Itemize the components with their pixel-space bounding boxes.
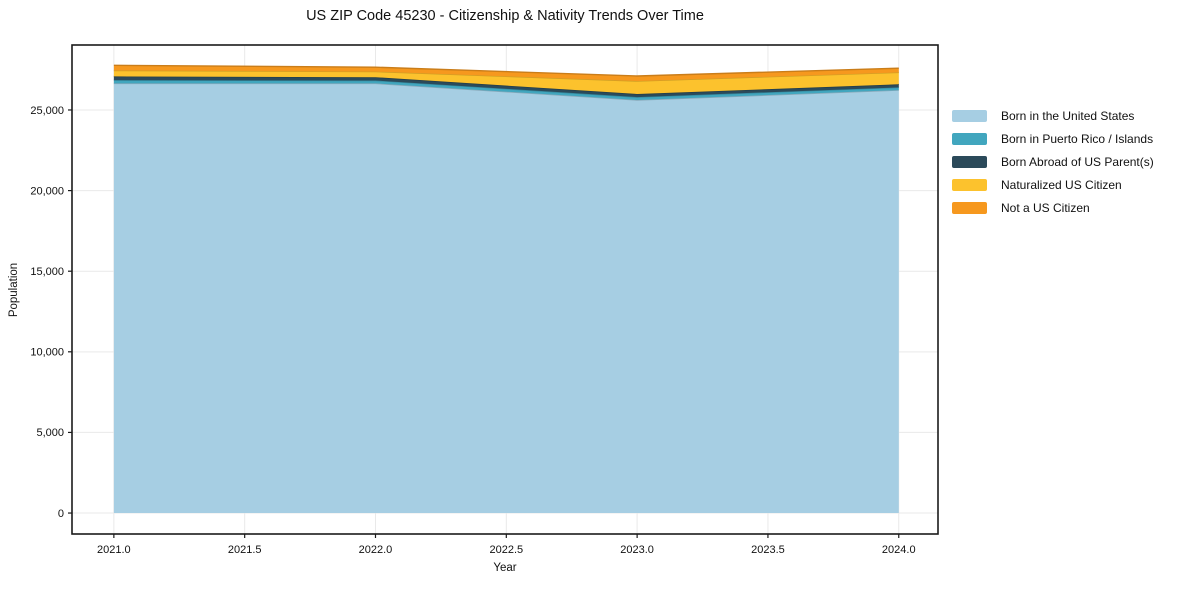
y-tick-label: 20,000 [30,185,64,197]
x-tick-label: 2022.5 [489,544,523,556]
x-tick-label: 2021.5 [228,544,262,556]
area-series-4 [113,65,899,82]
legend-label: Born in Puerto Rico / Islands [1001,131,1154,146]
area-series-3 [113,70,899,94]
legend-swatch-icon [952,201,987,214]
legend-label: Born Abroad of US Parent(s) [1001,154,1154,169]
legend-swatch-icon [952,155,987,168]
legend-swatch-icon [952,132,987,145]
legend-label: Naturalized US Citizen [1001,177,1122,192]
y-tick-label: 10,000 [30,347,64,359]
x-tick-label: 2024.0 [882,544,916,556]
legend-swatch-icon [952,178,987,191]
y-tick-label: 15,000 [30,266,64,278]
legend-item: Born in Puerto Rico / Islands [952,127,1154,150]
x-tick-label: 2021.0 [97,544,131,556]
area-edge-1 [113,79,899,98]
legend-item: Not a US Citizen [952,196,1154,219]
y-axis-label: Population [8,262,20,318]
legend-swatch-icon [952,109,987,122]
area-series-0 [113,83,899,514]
legend-item: Born Abroad of US Parent(s) [952,150,1154,173]
x-tick-label: 2023.0 [620,544,654,556]
x-tick-label: 2022.0 [359,544,393,556]
area-edge-4 [113,64,899,77]
x-axis-label: Year [493,562,517,574]
y-tick-label: 5,000 [36,427,64,439]
legend: Born in the United States Born in Puerto … [952,104,1154,219]
legend-label: Not a US Citizen [1001,200,1090,215]
axes-box [71,44,939,535]
chart-title: US ZIP Code 45230 - Citizenship & Nativi… [306,8,704,24]
y-tick-label: 0 [58,508,64,520]
legend-item: Born in the United States [952,104,1154,127]
x-tick-label: 2023.5 [751,544,785,556]
legend-item: Naturalized US Citizen [952,173,1154,196]
legend-label: Born in the United States [1001,108,1135,123]
y-tick-label: 25,000 [30,105,64,117]
